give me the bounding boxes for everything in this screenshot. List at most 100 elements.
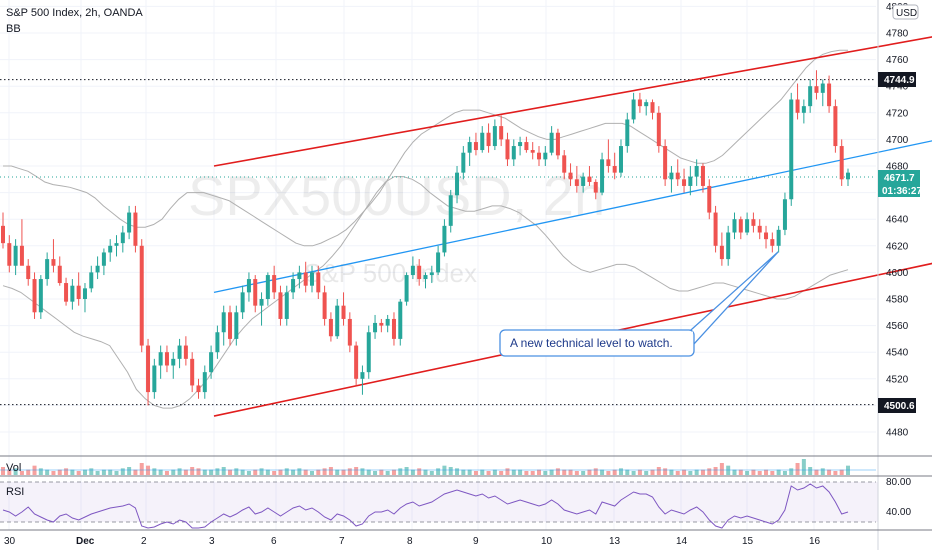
regression-channel[interactable]: [213, 6, 932, 417]
volume-bar-91: [574, 471, 579, 475]
candle-body-53: [335, 305, 340, 337]
candle-body-4: [26, 265, 31, 280]
candle-body-101: [637, 99, 642, 107]
volume-bar-130: [820, 468, 825, 475]
callout-pointer: [680, 251, 779, 345]
volume-bar-124: [782, 471, 787, 475]
rsi-pane-label[interactable]: RSI: [6, 486, 24, 498]
volume-bar-42: [265, 469, 270, 475]
volume-bar-21: [133, 469, 138, 475]
price-tick-5: 4580: [886, 295, 909, 306]
volume-bar-53: [335, 469, 340, 475]
candle-body-30: [190, 358, 195, 386]
price-tick-7: 4620: [886, 241, 909, 252]
candle-body-55: [347, 318, 352, 346]
volume-bar-83: [524, 471, 529, 475]
volume-bar-74: [467, 469, 472, 475]
candle-body-111: [700, 166, 705, 186]
volume-bar-65: [410, 469, 415, 475]
volume-bar-15: [95, 471, 100, 475]
candle-body-131: [827, 83, 832, 107]
volume-bar-3: [19, 471, 24, 475]
candle-body-37: [234, 312, 239, 339]
candle-body-115: [726, 232, 731, 260]
volume-bar-57: [360, 468, 365, 475]
price-tag-upper: 4744.9: [878, 72, 916, 87]
candle-body-89: [562, 155, 567, 173]
candle-body-57: [360, 372, 365, 379]
candle-body-105: [663, 146, 668, 180]
symbol-title[interactable]: S&P 500 Index, 2h, OANDA: [6, 7, 143, 19]
time-axis[interactable]: 30 Dec 2 3 6 7 8 9 10 13 14 15 16: [4, 536, 821, 547]
price-tick-2: 4520: [886, 374, 909, 385]
candle-body-17: [108, 245, 113, 253]
price-tick-6: 4600: [886, 268, 909, 279]
volume-bar-121: [764, 469, 769, 475]
candle-body-28: [177, 345, 182, 359]
candle-body-18: [114, 243, 119, 246]
volume-bar-13: [82, 469, 87, 475]
volume-bar-99: [625, 469, 630, 475]
callout-seam: [682, 331, 693, 340]
annotation-callout[interactable]: A new technical level to watch.: [499, 251, 779, 357]
volume-bar-71: [448, 467, 453, 475]
price-tick-15: 4780: [886, 29, 909, 40]
candle-body-83: [524, 142, 529, 151]
candle-body-86: [543, 152, 548, 160]
volume-bar-107: [675, 471, 680, 475]
volume-bar-122: [770, 471, 775, 475]
volume-bar-109: [688, 471, 693, 475]
volume-bar-7: [45, 469, 50, 475]
volume-bar-105: [663, 468, 668, 475]
candle-body-90: [568, 172, 573, 180]
price-tick-11: 4700: [886, 135, 909, 146]
volume-bar-100: [631, 471, 636, 475]
rsi-band: [0, 482, 878, 522]
volume-bar-48: [303, 469, 308, 475]
volume-bar-10: [64, 468, 69, 475]
volume-bar-98: [618, 468, 623, 475]
candle-body-126: [795, 99, 800, 113]
candle-body-48: [303, 272, 308, 286]
candle-body-69: [436, 252, 441, 273]
candle-body-113: [713, 212, 718, 246]
candle-body-80: [505, 139, 510, 160]
candlesticks: [1, 70, 850, 406]
volume-bar-11: [70, 469, 75, 475]
volume-bar-82: [518, 469, 523, 475]
channel-mid-line: [213, 140, 932, 293]
volume-bar-56: [354, 467, 359, 475]
candle-body-123: [776, 229, 781, 246]
volume-bar-111: [700, 469, 705, 475]
candle-body-82: [518, 142, 523, 147]
candle-body-66: [417, 265, 422, 280]
currency-button[interactable]: USD: [892, 4, 919, 20]
rsi-line: [0, 481, 876, 529]
rsi-path: [2, 483, 849, 529]
candle-body-75: [473, 142, 478, 151]
time-tick-1: Dec: [76, 536, 95, 547]
volume-bar-69: [436, 468, 441, 475]
time-tick-8: 10: [541, 536, 553, 547]
volume-bar-43: [272, 471, 277, 475]
time-tick-9: 13: [609, 536, 621, 547]
volume-bar-19: [120, 468, 125, 475]
volume-bar-110: [694, 469, 699, 475]
volume-pane-label[interactable]: Vol: [6, 462, 21, 474]
volume-bar-126: [795, 463, 800, 475]
candle-body-81: [511, 146, 516, 160]
volume-bar-45: [284, 468, 289, 475]
candle-body-15: [95, 265, 100, 273]
volume-bar-55: [347, 468, 352, 475]
candle-body-73: [461, 152, 466, 173]
candle-body-38: [240, 292, 245, 313]
candle-body-99: [625, 119, 630, 147]
volume-bar-92: [581, 471, 586, 475]
indicator-label[interactable]: BB: [6, 23, 21, 35]
volume-bar-27: [171, 469, 176, 475]
candle-body-74: [467, 142, 472, 153]
candle-body-52: [328, 318, 333, 337]
candle-body-125: [789, 99, 794, 200]
candle-body-51: [322, 292, 327, 319]
